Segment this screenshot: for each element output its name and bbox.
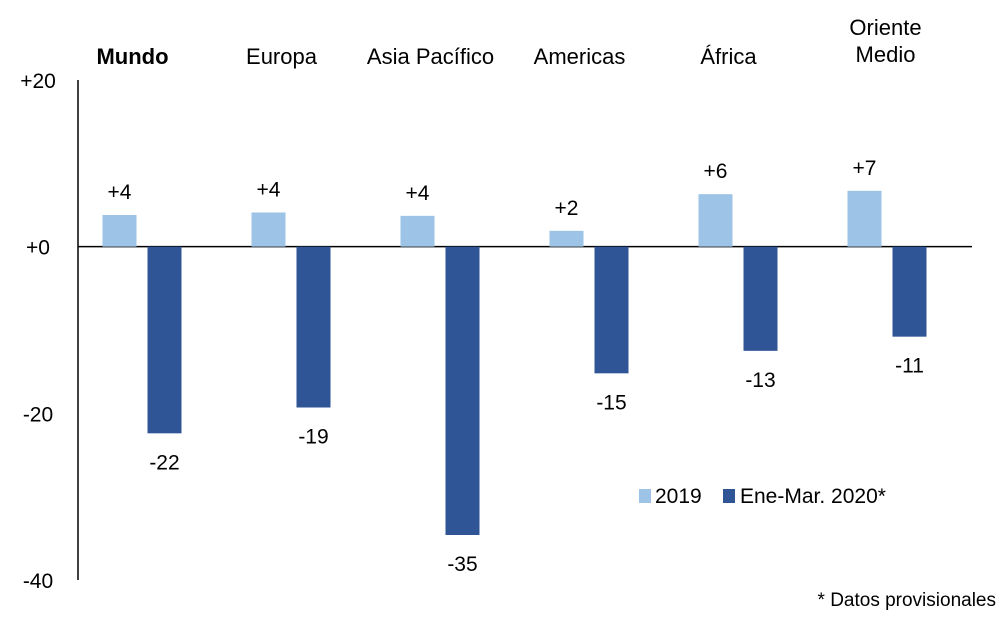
data-label-2020: -11 <box>895 355 924 378</box>
y-tick-label: +20 <box>20 70 56 93</box>
labels: +4 -22 Mundo +4 -19 Europa +4 -35 Asia Pacífico +… <box>96 15 923 576</box>
bar-2019 <box>549 230 584 247</box>
data-label-2020: -15 <box>596 391 626 414</box>
data-label-2019: +2 <box>555 197 579 220</box>
data-label-2020: -19 <box>298 426 328 449</box>
bar-2020 <box>743 246 778 351</box>
bar-2019 <box>847 190 882 247</box>
category-label: Mundo <box>96 44 168 69</box>
y-tick-label: -40 <box>23 570 53 593</box>
category-label: Asia Pacífico <box>367 44 494 69</box>
category-label: Europa <box>246 44 318 69</box>
legend-label-2019: 2019 <box>655 485 702 508</box>
data-label-2019: +6 <box>704 160 728 183</box>
bar-2019 <box>400 215 435 247</box>
data-label-2020: -13 <box>745 369 775 392</box>
data-label-2019: +4 <box>257 179 281 202</box>
y-tick-label: -20 <box>23 403 53 426</box>
bar-2020 <box>147 246 182 434</box>
data-label-2020: -35 <box>447 553 477 576</box>
bar-2019 <box>102 215 137 247</box>
category-label: Oriente <box>849 15 921 40</box>
data-label-2019: +7 <box>853 157 877 180</box>
bars <box>102 190 927 535</box>
legend-swatch-2020 <box>723 489 735 503</box>
legend-label-2020: Ene-Mar. 2020* <box>740 485 886 508</box>
bar-2020 <box>296 246 331 408</box>
bar-2020 <box>445 246 480 535</box>
category-label: Medio <box>856 42 916 67</box>
data-label-2019: +4 <box>406 182 430 205</box>
bar-2019 <box>698 194 733 247</box>
data-label-2020: -22 <box>149 451 179 474</box>
legend-swatch-2019 <box>639 489 651 503</box>
footnote: * Datos provisionales <box>818 590 996 611</box>
bar-2019 <box>251 212 286 247</box>
category-label: Americas <box>534 44 626 69</box>
y-tick-label: +0 <box>26 237 50 260</box>
data-label-2019: +4 <box>108 181 132 204</box>
bar-2020 <box>594 246 629 374</box>
legend: 2019 Ene-Mar. 2020* <box>639 485 886 508</box>
category-label: África <box>700 44 757 69</box>
axes: +20 +0 -20 -40 <box>20 70 972 593</box>
bar-2020 <box>892 246 927 337</box>
